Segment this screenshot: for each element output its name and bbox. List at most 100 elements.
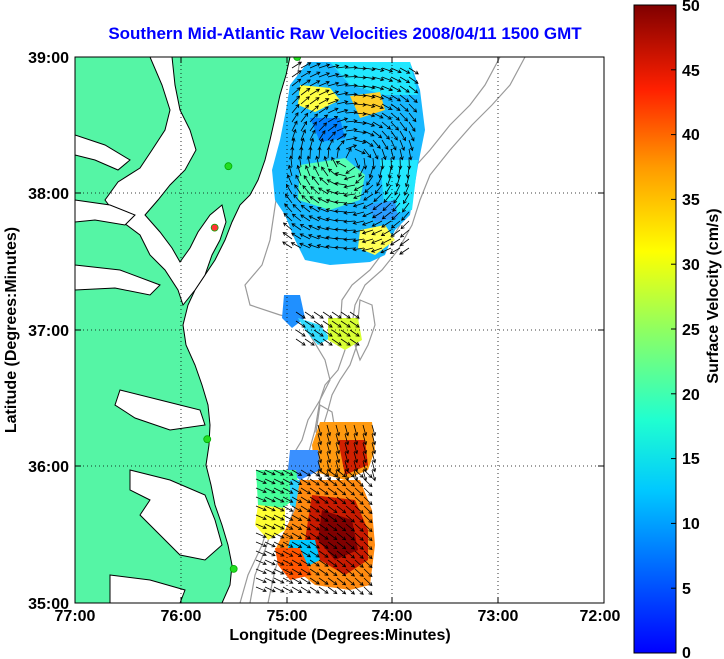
velocity-arrow: [345, 147, 352, 159]
velocity-arrow: [323, 155, 329, 168]
velocity-arrow: [364, 184, 374, 194]
velocity-arrow: [273, 586, 285, 593]
velocity-arrow: [378, 166, 383, 179]
velocity-arrow: [282, 586, 294, 593]
velocity-arrow: [255, 532, 267, 539]
velocity-arrow: [366, 175, 374, 186]
velocity-arrow: [354, 469, 364, 478]
velocity-arrow: [273, 559, 285, 566]
velocity-arrow: [309, 577, 320, 585]
velocity-arrow: [282, 231, 293, 240]
velocity-arrow: [345, 505, 356, 514]
velocity-arrow: [358, 166, 365, 178]
velocity-arrow: [361, 238, 374, 244]
velocity-arrow: [291, 586, 303, 593]
velocity-arrow: [389, 247, 401, 254]
station-markers: [203, 57, 302, 573]
velocity-arrow: [317, 146, 322, 159]
velocity-arrow: [372, 148, 379, 160]
velocity-arrow: [316, 225, 329, 231]
velocity-arrow: [371, 451, 377, 464]
velocity-arrow: [381, 85, 393, 92]
velocity-arrow: [309, 505, 320, 513]
velocity-arrow: [343, 193, 356, 198]
velocity-arrow: [295, 320, 306, 328]
velocity-arrow: [313, 338, 324, 346]
velocity-arrow: [299, 242, 311, 249]
velocity-arrow: [331, 338, 342, 346]
velocity-arrow: [309, 80, 321, 87]
velocity-arrow: [363, 478, 373, 488]
velocity-arrow: [291, 469, 303, 476]
velocity-arrow: [255, 505, 267, 512]
velocity-arrow: [291, 87, 301, 96]
velocity-arrow: [291, 577, 303, 584]
velocity-arrow: [335, 442, 341, 455]
velocity-arrow: [386, 175, 392, 188]
velocity-arrow: [282, 241, 293, 249]
velocity-arrow: [354, 568, 364, 577]
colorbar-tick-label: 35: [682, 192, 700, 209]
velocity-arrow: [299, 233, 311, 240]
velocity-arrow: [334, 245, 347, 250]
velocity-arrow: [327, 64, 340, 69]
velocity-arrow: [354, 505, 364, 514]
velocity-arrow: [308, 146, 313, 159]
velocity-arrow: [300, 523, 312, 531]
velocity-arrow: [306, 155, 311, 168]
velocity-arrow: [345, 568, 356, 577]
velocity-arrow: [300, 478, 312, 486]
velocity-arrow: [353, 433, 359, 446]
velocity-arrow: [408, 103, 418, 113]
velocity-arrow: [317, 451, 323, 464]
velocity-arrow: [399, 238, 410, 247]
velocity-arrow: [327, 532, 338, 541]
bay-inlet-2: [75, 199, 136, 226]
velocity-arrow: [264, 469, 276, 476]
velocity-arrow: [331, 329, 342, 337]
velocity-arrow: [300, 70, 312, 78]
velocity-arrow: [395, 175, 401, 188]
velocity-arrow: [316, 244, 329, 249]
velocity-arrow: [309, 541, 320, 549]
velocity-arrow: [371, 442, 377, 455]
velocity-arrow: [308, 224, 320, 231]
velocity-arrow: [327, 559, 338, 568]
velocity-arrow: [317, 433, 323, 446]
velocity-arrow: [363, 112, 376, 118]
velocity-arrow: [353, 442, 359, 455]
velocity-arrow: [318, 187, 329, 195]
velocity-arrow: [334, 181, 347, 186]
colorbar-tick-label: 10: [682, 516, 700, 533]
velocity-arrow: [318, 122, 328, 132]
velocity-arrow: [362, 202, 374, 209]
velocity-arrow: [354, 157, 360, 169]
velocity-arrow: [327, 541, 338, 550]
velocity-arrow: [326, 433, 332, 446]
velocity-arrow: [317, 197, 329, 204]
station-marker: [229, 564, 238, 573]
velocity-arrow: [309, 196, 320, 204]
velocity-arrow: [380, 157, 385, 170]
velocity-arrow: [344, 451, 350, 464]
velocity-arrow: [255, 487, 267, 494]
velocity-arrow: [300, 214, 311, 222]
velocity-arrow: [296, 164, 302, 177]
velocity-arrow: [408, 130, 415, 142]
velocity-arrow: [336, 146, 341, 159]
velocity-arrow: [300, 496, 312, 504]
velocity-arrow: [300, 577, 312, 585]
velocity-arrow: [381, 130, 390, 140]
station-marker: [293, 57, 302, 61]
velocity-arrow: [349, 320, 360, 328]
velocity-arrow: [334, 172, 347, 177]
velocity-arrow: [307, 234, 320, 240]
velocity-arrow: [304, 329, 315, 337]
velocity-arrow: [300, 469, 312, 477]
velocity-arrow: [291, 95, 301, 105]
velocity-arrow: [300, 120, 308, 132]
velocity-arrow: [363, 496, 373, 506]
colorbar-tick-label: 45: [682, 63, 700, 80]
x-tick-label: 74:00: [372, 608, 413, 625]
velocity-arrow: [305, 165, 311, 177]
